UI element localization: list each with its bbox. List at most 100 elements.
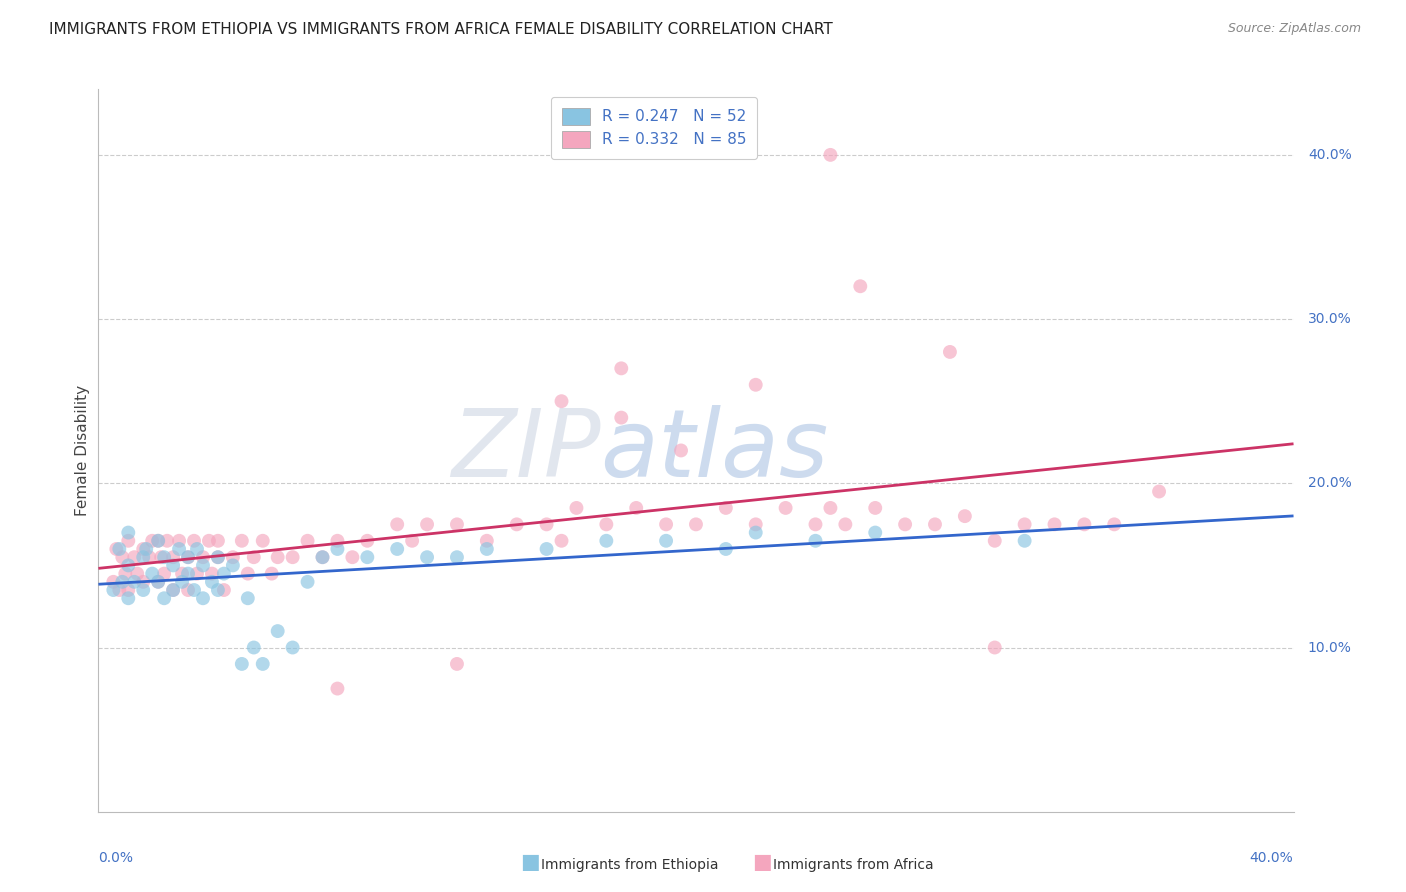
Point: [108, 541, 131, 556]
Point: [924, 517, 946, 532]
Point: [260, 566, 283, 581]
Legend: R = 0.247   N = 52, R = 0.332   N = 85: R = 0.247 N = 52, R = 0.332 N = 85: [551, 97, 756, 159]
Point: [326, 533, 349, 548]
Point: [610, 410, 633, 425]
Text: Immigrants from Africa: Immigrants from Africa: [773, 858, 934, 872]
Point: [177, 582, 200, 597]
Text: 40.0%: 40.0%: [1308, 148, 1351, 161]
Point: [222, 558, 245, 573]
Point: [103, 574, 125, 589]
Point: [117, 558, 139, 573]
Text: atlas: atlas: [600, 405, 828, 496]
Point: [714, 500, 737, 515]
Point: [191, 558, 214, 573]
Point: [132, 574, 155, 589]
Point: [231, 533, 253, 548]
Point: [191, 550, 214, 565]
Point: [550, 394, 572, 409]
Point: [775, 500, 797, 515]
Point: [745, 377, 768, 392]
Point: [117, 525, 139, 540]
Point: [595, 533, 617, 548]
Point: [191, 591, 214, 606]
Point: [356, 550, 378, 565]
Point: [153, 591, 176, 606]
Text: 40.0%: 40.0%: [1250, 852, 1294, 865]
Point: [148, 533, 170, 548]
Point: [103, 582, 125, 597]
Text: ■: ■: [520, 853, 540, 872]
Point: [626, 500, 648, 515]
Text: 10.0%: 10.0%: [1308, 640, 1351, 655]
Point: [326, 541, 349, 556]
Point: [342, 550, 364, 565]
Point: [565, 500, 588, 515]
Point: [201, 574, 224, 589]
Point: [148, 574, 170, 589]
Point: [297, 574, 319, 589]
Point: [1104, 517, 1126, 532]
Point: [820, 148, 842, 162]
Point: [1073, 517, 1095, 532]
Point: [714, 541, 737, 556]
Point: [865, 525, 887, 540]
Point: [356, 533, 378, 548]
Point: [135, 541, 157, 556]
Point: [506, 517, 529, 532]
Point: [132, 550, 155, 565]
Point: [207, 533, 229, 548]
Point: [1014, 533, 1036, 548]
Point: [153, 566, 176, 581]
Text: ZIP: ZIP: [451, 405, 600, 496]
Text: ■: ■: [752, 853, 772, 872]
Point: [172, 574, 194, 589]
Point: [198, 533, 221, 548]
Point: [685, 517, 707, 532]
Point: [385, 517, 409, 532]
Point: [550, 533, 572, 548]
Point: [167, 541, 190, 556]
Point: [162, 550, 184, 565]
Text: Immigrants from Ethiopia: Immigrants from Ethiopia: [541, 858, 718, 872]
Point: [124, 574, 146, 589]
Point: [475, 541, 498, 556]
Point: [536, 541, 558, 556]
Point: [105, 541, 128, 556]
Point: [655, 533, 678, 548]
Point: [252, 533, 274, 548]
Point: [243, 550, 266, 565]
Point: [124, 550, 146, 565]
Point: [1043, 517, 1066, 532]
Point: [745, 525, 768, 540]
Point: [222, 550, 245, 565]
Point: [162, 558, 184, 573]
Point: [849, 279, 872, 293]
Point: [416, 550, 439, 565]
Point: [167, 533, 190, 548]
Point: [201, 566, 224, 581]
Point: [117, 533, 139, 548]
Point: [1147, 484, 1170, 499]
Point: [610, 361, 633, 376]
Point: [236, 591, 259, 606]
Point: [132, 582, 155, 597]
Point: [207, 550, 229, 565]
Text: Source: ZipAtlas.com: Source: ZipAtlas.com: [1227, 22, 1361, 36]
Point: [177, 550, 200, 565]
Point: [117, 582, 139, 597]
Point: [212, 566, 235, 581]
Point: [183, 533, 205, 548]
Point: [177, 550, 200, 565]
Point: [231, 657, 253, 671]
Point: [820, 500, 842, 515]
Text: 0.0%: 0.0%: [98, 852, 134, 865]
Point: [141, 533, 163, 548]
Point: [111, 574, 134, 589]
Point: [446, 657, 468, 671]
Point: [138, 550, 160, 565]
Point: [446, 550, 468, 565]
Point: [150, 550, 173, 565]
Point: [267, 624, 290, 639]
Point: [416, 517, 439, 532]
Point: [117, 591, 139, 606]
